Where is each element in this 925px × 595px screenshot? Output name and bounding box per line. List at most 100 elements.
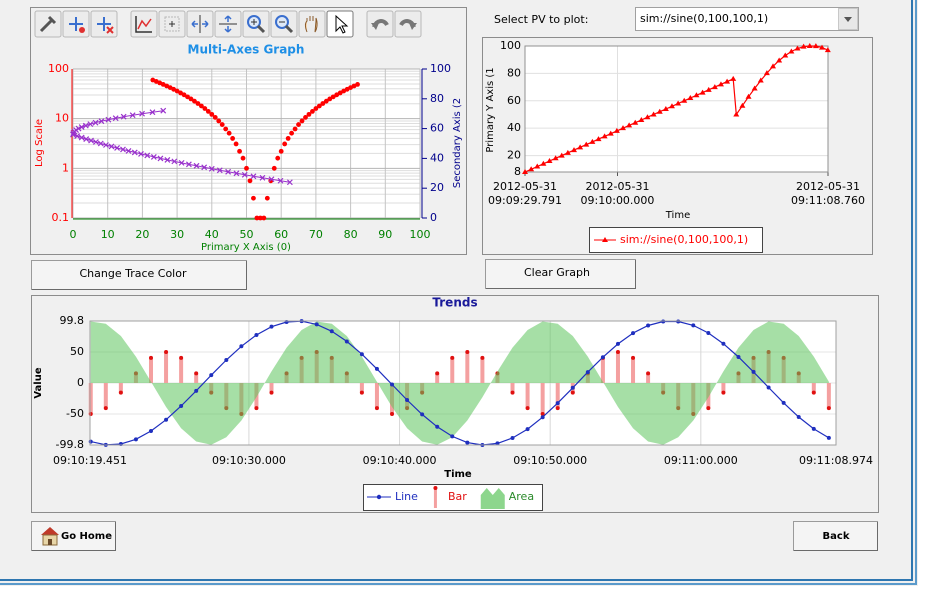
dropdown-box[interactable] [635, 7, 859, 31]
triangle-marker [632, 119, 639, 125]
tool-button[interactable] [90, 10, 118, 38]
bar-marker [194, 371, 199, 376]
dot-marker [450, 434, 455, 439]
tool-button[interactable] [366, 10, 394, 38]
button-shadow [32, 261, 247, 290]
dot-marker [555, 401, 560, 406]
dot-marker [88, 439, 93, 444]
legend-box [363, 484, 543, 511]
triangle-marker [546, 158, 553, 164]
dot-marker [133, 437, 138, 442]
bar [631, 357, 636, 383]
dot-marker [198, 103, 204, 109]
triangle-marker [613, 127, 620, 133]
cross-marker [286, 179, 293, 186]
tool-button[interactable] [62, 10, 90, 38]
bar-marker [435, 371, 440, 376]
legend-box [589, 227, 763, 253]
change-color-button[interactable]: Change Trace Color [31, 260, 247, 290]
button-label: Back [823, 531, 850, 542]
dot-marker [721, 341, 726, 346]
dot-marker [359, 352, 364, 357]
back-button[interactable]: Back [793, 521, 878, 551]
dot-marker [585, 370, 590, 375]
dot-marker [233, 141, 239, 147]
cross-marker [208, 165, 215, 172]
tool-button[interactable] [158, 10, 186, 38]
go-home-button[interactable]: Go Home [31, 521, 116, 551]
cross-marker [78, 124, 85, 131]
button-face[interactable] [485, 259, 636, 289]
triangle-marker [733, 111, 740, 117]
dot-marker [510, 435, 515, 440]
dot-marker [278, 148, 284, 154]
dot-marker [811, 426, 816, 431]
x-tick-label: 09:11:00.000 [664, 454, 738, 467]
triangle-marker [812, 43, 819, 49]
toolbar [34, 10, 422, 38]
bar [555, 383, 560, 409]
bar-marker [721, 390, 726, 395]
dot-marker [292, 126, 298, 132]
tool-button[interactable] [130, 10, 158, 38]
x-tick-label: 90 [378, 228, 392, 241]
x-tick-label: 60 [274, 228, 288, 241]
bar-marker [269, 390, 274, 395]
cross-marker [88, 137, 94, 144]
cross-marker [164, 156, 171, 163]
x-tick-label: 2012-05-31 [493, 180, 557, 193]
cross-marker [120, 113, 127, 120]
dot-marker [299, 118, 305, 124]
dot-marker [247, 178, 253, 184]
dot-marker [275, 155, 281, 161]
cross-marker [193, 162, 200, 169]
cross-marker [216, 167, 223, 174]
button-face[interactable] [31, 260, 247, 290]
tool-button[interactable] [298, 10, 326, 38]
tool-button[interactable] [242, 10, 270, 38]
y-tick-label: 50 [70, 345, 84, 358]
tool-button[interactable] [186, 10, 214, 38]
button-label: Change Trace Color [79, 267, 186, 280]
bar [359, 383, 364, 393]
tool-button[interactable] [34, 10, 62, 38]
bar [826, 383, 831, 409]
x-axis-label: Primary X Axis (0) [201, 242, 291, 253]
triangle-marker [770, 63, 777, 69]
cross-marker [74, 133, 81, 139]
triangle-marker [800, 43, 807, 49]
tool-button[interactable] [270, 10, 298, 38]
dot-marker [188, 96, 194, 102]
bar-marker [465, 349, 470, 354]
triangle-marker [601, 133, 608, 139]
triangle-marker [806, 43, 813, 48]
tool-button[interactable] [394, 10, 422, 38]
bar [88, 383, 93, 415]
tool-button[interactable] [326, 10, 354, 38]
legend-swatch [602, 237, 608, 242]
x-tick-label: 09:10:40.000 [363, 454, 437, 467]
dot-marker [329, 329, 334, 334]
triangle-marker [757, 77, 764, 83]
cross-marker [185, 161, 192, 168]
triangle-marker [739, 102, 746, 108]
dot-marker [631, 331, 636, 336]
clear-graph-button[interactable]: Clear Graph [485, 259, 636, 289]
button-shadow [794, 522, 878, 551]
dot-marker [254, 215, 260, 221]
select-label: Select PV to plot: [494, 13, 588, 26]
triangle-marker [687, 95, 694, 101]
cross-marker [150, 153, 157, 160]
y-tick-label: 20 [507, 149, 521, 162]
bar-marker [374, 406, 379, 411]
dot-marker [239, 344, 244, 349]
triangle-marker [577, 144, 584, 150]
tool-button[interactable] [214, 10, 242, 38]
bar-marker [555, 406, 560, 411]
dot-marker [465, 440, 470, 445]
dropdown-value: sim://sine(0,100,100,1) [640, 12, 768, 25]
pv-dropdown[interactable]: sim://sine(0,100,100,1) [635, 7, 859, 31]
dot-marker [181, 92, 187, 98]
bar [435, 373, 440, 383]
bar-marker [390, 412, 395, 417]
